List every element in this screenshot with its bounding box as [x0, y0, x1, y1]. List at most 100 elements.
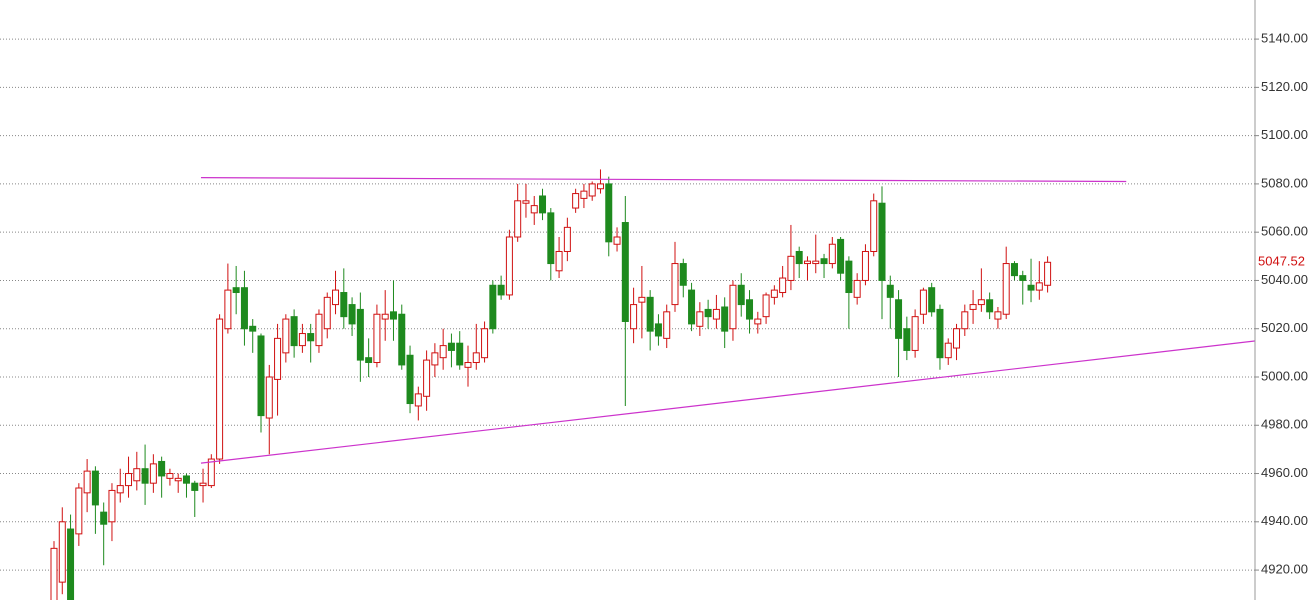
candle-body — [853, 279, 861, 298]
candle-body — [481, 328, 489, 359]
candle-body — [795, 250, 803, 265]
candle-body — [1002, 263, 1010, 315]
y-tick-label: 5080.00 — [1261, 175, 1308, 190]
candle-body — [630, 304, 638, 330]
candle-body — [447, 342, 455, 351]
candle-body — [356, 308, 364, 361]
candle-body — [886, 284, 894, 298]
candle-body — [348, 304, 356, 325]
candle-body — [381, 313, 389, 320]
candle-body — [605, 183, 613, 243]
candle-body — [663, 311, 671, 339]
candle-body — [340, 292, 348, 318]
candle-body — [530, 205, 538, 214]
candle-body — [1019, 275, 1027, 281]
candle-body — [646, 296, 654, 332]
candle-body — [414, 393, 422, 407]
trendline — [200, 177, 1127, 183]
candle-body — [779, 277, 787, 294]
candle-body — [845, 260, 853, 294]
candle-body — [787, 255, 795, 281]
candle-body — [216, 318, 224, 460]
candle-body — [944, 342, 952, 359]
candle-body — [936, 308, 944, 359]
candle-body — [688, 289, 696, 325]
candle-body — [837, 238, 845, 274]
candle-body — [654, 323, 662, 337]
candle-body — [249, 325, 257, 332]
candle-body — [332, 289, 340, 306]
candle-body — [721, 306, 729, 332]
candle-body — [174, 477, 182, 482]
candle-body — [588, 183, 596, 197]
candle-body — [712, 308, 720, 320]
candle-body — [398, 313, 406, 366]
candle-body — [621, 222, 629, 322]
y-tick-label: 4960.00 — [1261, 465, 1308, 480]
candle-body — [803, 260, 811, 265]
candle-body — [166, 473, 174, 479]
candle-body — [994, 311, 1002, 320]
candle-body — [83, 470, 91, 494]
candle-body — [704, 308, 712, 318]
trendline — [200, 340, 1255, 464]
candle-body — [539, 195, 547, 214]
candle-body — [746, 299, 754, 320]
candle-body — [1027, 284, 1035, 291]
y-tick-label: 5000.00 — [1261, 368, 1308, 383]
candle-body — [986, 299, 994, 313]
candle-body — [182, 475, 190, 484]
candle-body — [406, 354, 414, 405]
candle-body — [75, 487, 83, 535]
candle-body — [456, 342, 464, 366]
candle-body — [770, 289, 778, 298]
candle-body — [522, 200, 530, 204]
candle-body — [240, 287, 248, 330]
candle-body — [125, 473, 133, 487]
candle-body — [489, 284, 497, 330]
candle-body — [141, 468, 149, 484]
candle-body — [67, 528, 75, 600]
candle-body — [547, 212, 555, 265]
candle-body — [133, 468, 141, 482]
candle-body — [423, 359, 431, 397]
candle-body — [431, 352, 439, 366]
candle-body — [613, 236, 621, 245]
candle-body — [232, 287, 240, 294]
candle-body — [91, 470, 99, 506]
candle-body — [257, 335, 265, 417]
y-tick-label: 5100.00 — [1261, 127, 1308, 142]
candle-body — [555, 250, 563, 272]
y-tick-label: 4980.00 — [1261, 417, 1308, 432]
candle-body — [729, 284, 737, 330]
candle-body — [265, 376, 273, 419]
candle-body — [464, 362, 472, 368]
candle-body — [812, 260, 820, 265]
candle-body — [671, 263, 679, 306]
candle-body — [861, 250, 869, 281]
y-tick-label: 5120.00 — [1261, 79, 1308, 94]
candle-body — [828, 243, 836, 265]
y-tick-label: 5020.00 — [1261, 320, 1308, 335]
candle-body — [878, 202, 886, 281]
candle-body — [514, 200, 522, 238]
y-tick-label: 5140.00 — [1261, 31, 1308, 46]
candle-body — [696, 311, 704, 327]
candle-body — [274, 337, 282, 380]
candle-body — [282, 318, 290, 354]
candle-body — [439, 345, 447, 359]
candle-body — [199, 482, 207, 487]
candle-body — [961, 311, 969, 330]
y-tick-label: 5040.00 — [1261, 272, 1308, 287]
candle-body — [737, 284, 745, 306]
candle-body — [158, 460, 166, 477]
candle-body — [323, 296, 331, 330]
candle-body — [911, 316, 919, 351]
candle-body — [572, 193, 580, 209]
candle-body — [100, 511, 108, 525]
candle-body — [365, 357, 373, 364]
candle-body — [149, 463, 157, 484]
candle-body — [977, 299, 985, 306]
candle-body — [762, 294, 770, 318]
